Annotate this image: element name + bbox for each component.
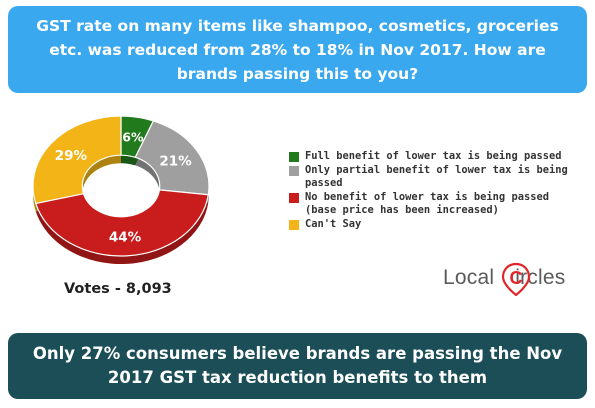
slice-label-1: 21% — [159, 153, 192, 169]
logo-text-pre: Local — [443, 266, 495, 289]
legend-swatch — [289, 166, 299, 176]
legend-swatch — [289, 220, 299, 230]
localcircles-logo: Local ircles C — [443, 262, 573, 296]
legend-item: Full benefit of lower tax is being passe… — [289, 150, 589, 163]
slice-3 — [32, 115, 122, 205]
legend-swatch — [289, 152, 299, 162]
donut-chart: 6% 21% 44% 29% — [32, 115, 210, 264]
legend-item: Only partial benefit of lower tax is bei… — [289, 164, 589, 190]
conclusion-text: Only 27% consumers believe brands are pa… — [32, 344, 563, 387]
slice-2 — [34, 189, 209, 257]
legend-item: Can't Say — [289, 218, 589, 231]
chart-legend: Full benefit of lower tax is being passe… — [289, 150, 589, 232]
logo-mark-letter: C — [510, 268, 523, 288]
slice-label-2: 44% — [109, 229, 142, 245]
logo-pin-icon: C — [501, 262, 531, 296]
legend-label: Only partial benefit of lower tax is bei… — [305, 164, 568, 189]
conclusion-banner: Only 27% consumers believe brands are pa… — [8, 333, 587, 399]
slice-label-0: 6% — [122, 129, 144, 144]
votes-count: Votes - 8,093 — [64, 281, 172, 297]
legend-item: No benefit of lower tax is being passed … — [289, 191, 589, 217]
legend-label: Can't Say — [305, 218, 362, 230]
slice-1 — [134, 120, 210, 196]
donut-slices — [32, 115, 210, 264]
question-banner: GST rate on many items like shampoo, cos… — [8, 6, 587, 93]
legend-label: No benefit of lower tax is being passed … — [305, 191, 549, 216]
question-text: GST rate on many items like shampoo, cos… — [36, 16, 559, 83]
legend-swatch — [289, 193, 299, 203]
donut-labels: 6% 21% 44% 29% — [55, 129, 192, 245]
slice-label-3: 29% — [55, 148, 88, 164]
legend-label: Full benefit of lower tax is being passe… — [305, 150, 562, 162]
